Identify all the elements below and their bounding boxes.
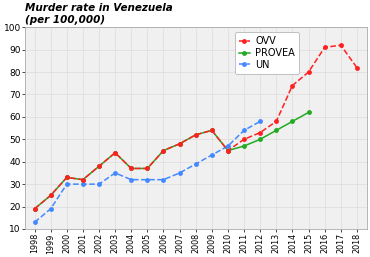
OVV [290, 84, 295, 87]
UN [48, 207, 53, 210]
UN [177, 171, 182, 175]
Line: PROVEA: PROVEA [32, 110, 311, 211]
Text: Murder rate in Venezuela
(per 100,000): Murder rate in Venezuela (per 100,000) [25, 4, 173, 25]
OVV [145, 167, 149, 170]
Line: OVV: OVV [32, 43, 359, 211]
UN [161, 178, 166, 181]
PROVEA [306, 111, 311, 114]
PROVEA [97, 165, 101, 168]
UN [226, 144, 230, 148]
PROVEA [129, 167, 134, 170]
OVV [161, 149, 166, 152]
OVV [113, 151, 117, 154]
Line: UN: UN [32, 119, 263, 225]
PROVEA [161, 149, 166, 152]
OVV [209, 129, 214, 132]
OVV [242, 138, 246, 141]
UN [113, 171, 117, 175]
OVV [339, 44, 343, 47]
PROVEA [274, 129, 279, 132]
UN [65, 183, 69, 186]
OVV [65, 176, 69, 179]
OVV [274, 120, 279, 123]
OVV [226, 149, 230, 152]
PROVEA [258, 138, 262, 141]
OVV [97, 165, 101, 168]
PROVEA [113, 151, 117, 154]
PROVEA [209, 129, 214, 132]
OVV [258, 131, 262, 134]
PROVEA [48, 194, 53, 197]
Legend: OVV, PROVEA, UN: OVV, PROVEA, UN [235, 32, 299, 74]
PROVEA [194, 133, 198, 136]
PROVEA [32, 207, 37, 210]
UN [145, 178, 149, 181]
PROVEA [65, 176, 69, 179]
OVV [129, 167, 134, 170]
UN [258, 120, 262, 123]
OVV [194, 133, 198, 136]
UN [242, 129, 246, 132]
OVV [32, 207, 37, 210]
PROVEA [81, 178, 85, 181]
UN [194, 162, 198, 166]
PROVEA [226, 149, 230, 152]
OVV [354, 66, 359, 69]
UN [81, 183, 85, 186]
OVV [322, 46, 327, 49]
OVV [48, 194, 53, 197]
PROVEA [242, 144, 246, 148]
UN [209, 153, 214, 157]
OVV [306, 70, 311, 74]
OVV [81, 178, 85, 181]
PROVEA [177, 142, 182, 145]
PROVEA [290, 120, 295, 123]
UN [97, 183, 101, 186]
UN [32, 221, 37, 224]
PROVEA [145, 167, 149, 170]
OVV [177, 142, 182, 145]
UN [129, 178, 134, 181]
